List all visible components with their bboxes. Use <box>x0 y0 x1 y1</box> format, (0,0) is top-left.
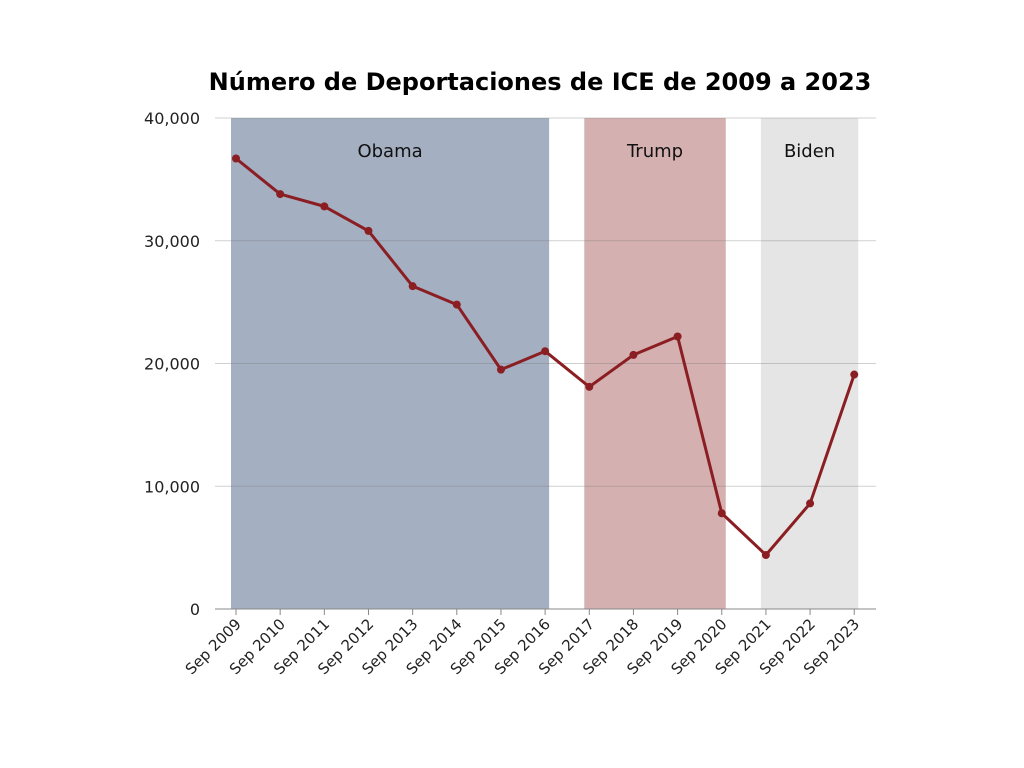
region-label: Trump <box>626 141 683 162</box>
data-point <box>364 226 373 235</box>
data-point <box>585 382 594 391</box>
data-point <box>673 332 682 341</box>
data-point <box>541 347 550 356</box>
data-point <box>629 350 638 359</box>
y-tick-label: 40,000 <box>144 109 200 128</box>
y-tick-label: 10,000 <box>144 477 200 496</box>
data-point <box>232 154 240 163</box>
y-tick-label: 30,000 <box>144 232 200 251</box>
data-point <box>452 300 461 309</box>
region-label: Obama <box>357 141 422 162</box>
y-tick-label: 0 <box>190 600 200 619</box>
region-trump <box>584 118 726 609</box>
data-point <box>408 282 417 291</box>
data-point <box>761 550 770 559</box>
region-biden <box>760 118 859 609</box>
chart-title: Número de Deportaciones de ICE de 2009 a… <box>209 68 872 96</box>
data-point <box>850 370 859 379</box>
data-point <box>806 499 815 508</box>
data-point <box>320 202 329 211</box>
y-tick-label: 20,000 <box>144 355 200 374</box>
region-label: Biden <box>784 141 835 162</box>
data-point <box>276 190 285 199</box>
data-point <box>496 365 505 374</box>
data-point <box>717 509 726 518</box>
